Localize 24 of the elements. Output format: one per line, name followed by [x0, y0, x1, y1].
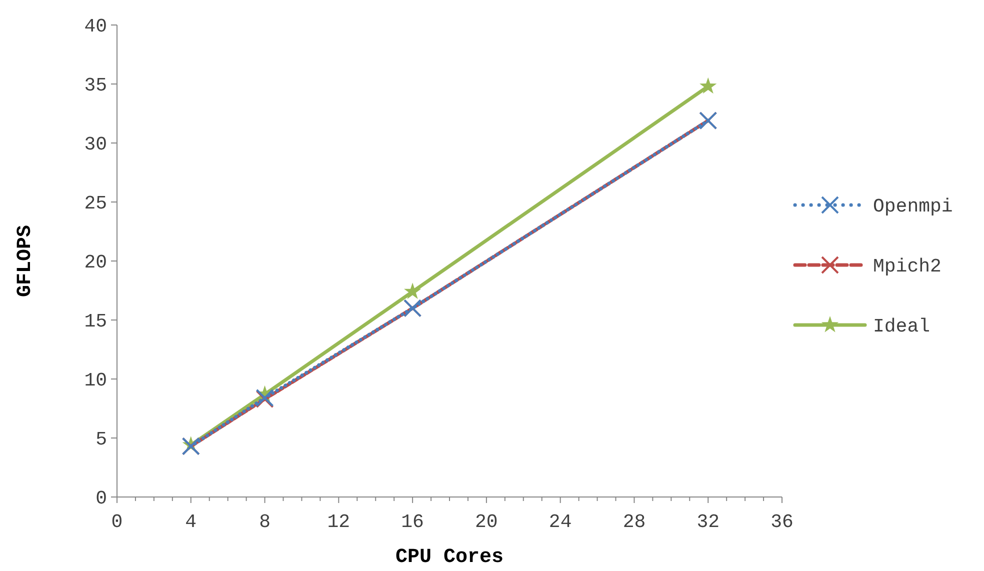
- x-tick-label: 24: [548, 511, 572, 533]
- x-tick-label: 20: [475, 511, 498, 533]
- x-tick-label: 4: [185, 511, 197, 533]
- x-tick-label: 0: [111, 511, 123, 533]
- legend-label: Mpich2: [873, 256, 942, 278]
- y-tick-label: 40: [84, 16, 107, 38]
- legend-label: Ideal: [873, 316, 930, 338]
- y-tick-label: 5: [96, 428, 107, 451]
- y-tick-label: 30: [84, 134, 107, 156]
- x-axis-title: CPU Cores: [395, 546, 504, 569]
- y-tick-label: 0: [96, 488, 107, 510]
- x-tick-label: 12: [327, 511, 350, 533]
- x-tick-label: 36: [770, 511, 794, 533]
- x-tick-label: 8: [259, 511, 270, 533]
- legend-label: Openmpi: [873, 196, 953, 218]
- x-tick-label: 28: [622, 511, 646, 533]
- y-tick-label: 20: [84, 252, 107, 274]
- y-tick-label: 10: [84, 370, 107, 392]
- y-tick-label: 35: [84, 74, 107, 97]
- y-tick-label: 25: [84, 192, 107, 215]
- x-tick-label: 16: [401, 511, 424, 533]
- x-tick-label: 32: [696, 511, 720, 533]
- y-tick-label: 15: [84, 310, 107, 333]
- y-axis-title: GFLOPS: [14, 224, 37, 298]
